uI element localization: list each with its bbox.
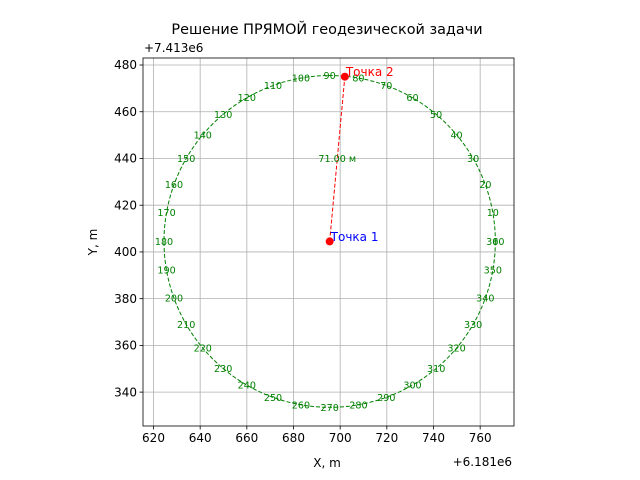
segment-distance-label: 71.00 м [318, 154, 356, 165]
angle-label: 80 [352, 74, 364, 85]
x-axis-label: X, m [313, 456, 341, 470]
angle-label: 120 [238, 93, 256, 104]
ticks: 620 640 660 680 700 720 740 760 340 360 380 400 420 4… [114, 58, 492, 445]
angle-label: 40 [450, 130, 462, 141]
x-axis-offset: +6.181e6 [453, 455, 512, 469]
x-tick-label: 700 [329, 431, 352, 445]
y-axis-offset: +7.413e6 [144, 41, 203, 55]
angle-label: 260 [292, 400, 310, 411]
angle-label: 100 [292, 74, 310, 85]
y-tick-label: 360 [114, 339, 137, 353]
distance-segment: 71.00 м [318, 76, 356, 242]
y-tick-label: 440 [114, 152, 137, 166]
angle-label: 20 [479, 180, 491, 191]
angle-label: 290 [377, 393, 395, 404]
angle-label: 110 [264, 81, 282, 92]
angle-label: 340 [476, 294, 494, 305]
angle-label: 320 [447, 344, 465, 355]
angle-label: 50 [430, 110, 442, 121]
angle-label: 160 [165, 180, 183, 191]
angle-label: 70 [380, 81, 392, 92]
points: Точка 1 Точка 2 [325, 65, 394, 246]
angle-label: 330 [464, 320, 482, 331]
y-tick-label: 340 [114, 385, 137, 399]
y-tick-label: 400 [114, 245, 137, 259]
grid [143, 58, 514, 426]
azimuth-circle [163, 75, 496, 408]
y-tick-label: 480 [114, 58, 137, 72]
segment-line [329, 76, 346, 242]
x-tick-label: 760 [469, 431, 492, 445]
angle-label: 190 [157, 266, 175, 277]
angle-label: 180 [155, 237, 173, 248]
angle-label: 60 [406, 93, 418, 104]
angle-label: 10 [487, 208, 499, 219]
x-tick-label: 680 [282, 431, 305, 445]
point-label: Точка 1 [330, 230, 379, 244]
y-tick-label: 380 [114, 292, 137, 306]
angle-label: 130 [214, 110, 232, 121]
angle-label: 250 [264, 393, 282, 404]
y-tick-label: 460 [114, 105, 137, 119]
point-marker [325, 237, 334, 246]
angle-label: 300 [403, 381, 421, 392]
direction-circle [163, 75, 496, 408]
x-tick-label: 740 [422, 431, 445, 445]
angle-label: 210 [177, 320, 195, 331]
x-tick-label: 720 [375, 431, 398, 445]
angle-label: 30 [467, 154, 479, 165]
point-label: Точка 2 [345, 65, 394, 79]
angle-label: 90 [324, 71, 336, 82]
chart-title: Решение ПРЯМОЙ геодезической задачи [171, 20, 482, 38]
y-axis-label: Y, m [86, 229, 100, 257]
x-tick-label: 660 [235, 431, 258, 445]
angle-label: 280 [349, 400, 367, 411]
angle-label: 270 [321, 403, 339, 414]
angle-label: 0 [492, 237, 498, 248]
angle-label: 350 [484, 266, 502, 277]
angle-label: 140 [194, 130, 212, 141]
angle-label: 220 [194, 344, 212, 355]
angle-label: 310 [427, 364, 445, 375]
y-tick-label: 420 [114, 198, 137, 212]
angle-label: 360 [486, 237, 504, 248]
angle-label: 230 [214, 364, 232, 375]
point-marker [340, 72, 349, 81]
x-tick-label: 620 [142, 431, 165, 445]
angle-label: 170 [157, 208, 175, 219]
x-tick-label: 640 [189, 431, 212, 445]
angle-label: 200 [165, 294, 183, 305]
angle-label: 240 [238, 381, 256, 392]
axes-frame [142, 57, 515, 427]
angle-label: 150 [177, 154, 195, 165]
